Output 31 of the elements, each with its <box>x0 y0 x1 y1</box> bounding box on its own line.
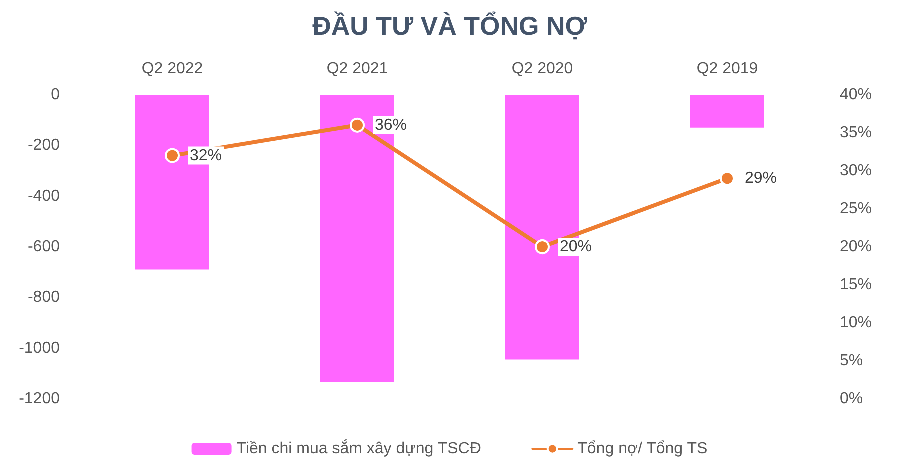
x-tick-label: Q2 2021 <box>326 60 388 78</box>
y2-tick-label: 25% <box>840 200 872 218</box>
legend-label: Tổng nợ/ Tổng TS <box>578 440 708 458</box>
y-tick-label: 0 <box>51 86 60 104</box>
chart-title: ĐẦU TƯ VÀ TỔNG NỢ <box>312 11 588 41</box>
data-label: 32% <box>190 147 222 164</box>
x-tick-label: Q2 2022 <box>142 60 204 78</box>
y2-tick-label: 5% <box>840 352 864 370</box>
y-tick-label: -400 <box>28 188 60 205</box>
y-tick-label: -200 <box>28 137 60 154</box>
y2-tick-label: 0% <box>840 390 864 408</box>
data-label: 29% <box>745 170 778 188</box>
point <box>535 240 550 254</box>
legend-label: Tiền chi mua sắm xây dựng TSCĐ <box>236 440 482 458</box>
y-tick-label: -1000 <box>19 340 60 357</box>
y-tick-label: -600 <box>28 238 60 256</box>
y2-tick-label: 10% <box>840 314 872 332</box>
y2-tick-label: 20% <box>840 238 872 256</box>
y2-tick-label: 30% <box>840 162 872 180</box>
y2-tick-label: 40% <box>840 86 872 104</box>
x-tick-label: Q2 2020 <box>512 60 574 78</box>
data-label: 20% <box>560 238 592 256</box>
y-tick-label: -1200 <box>19 390 60 408</box>
point <box>350 118 365 133</box>
point <box>165 148 180 164</box>
y2-tick-label: 15% <box>840 276 872 294</box>
y-tick-label: -800 <box>28 289 60 306</box>
y2-tick-label: 35% <box>840 124 872 142</box>
point <box>720 171 735 186</box>
x-tick-label: Q2 2019 <box>696 60 758 78</box>
data-label: 36% <box>375 116 408 134</box>
